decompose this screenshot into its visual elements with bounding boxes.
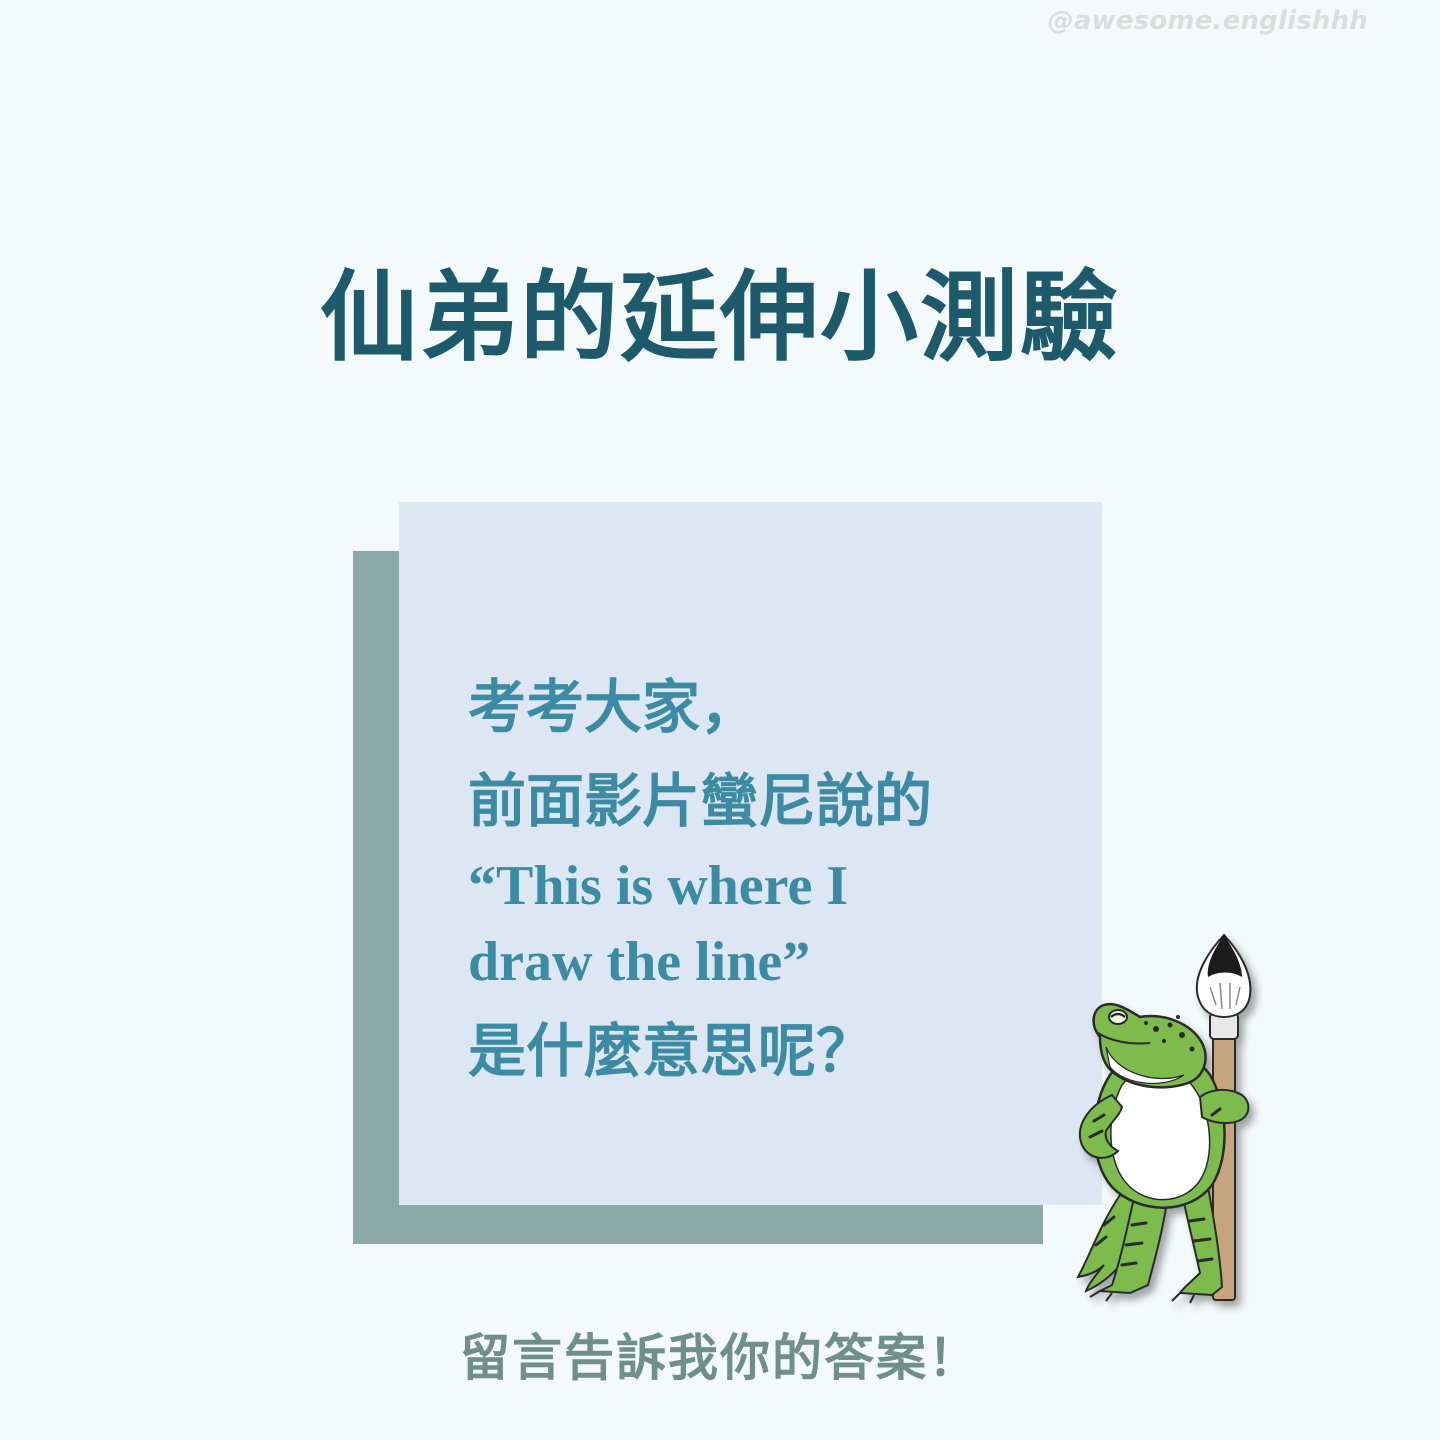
quiz-question: 考考大家， 前面影片蠻尼說的 “This is where I draw the… [468, 660, 1028, 1098]
footer-call-to-action: 留言告訴我你的答案！ [460, 1329, 980, 1387]
quiz-line-3: “This is where I [468, 855, 849, 917]
quiz-line-5: 是什麼意思呢？ [468, 1017, 875, 1085]
quiz-line-4: draw the line” [468, 931, 811, 993]
watermark-handle: @awesome.englishhh [1047, 6, 1368, 36]
quiz-line-2: 前面影片蠻尼說的 [468, 767, 933, 835]
quiz-card [399, 502, 1102, 1205]
quiz-line-1: 考考大家， [468, 673, 759, 741]
frog-holding-brush-icon [1076, 933, 1252, 1304]
page-title: 仙弟的延伸小測驗 [319, 261, 1120, 375]
